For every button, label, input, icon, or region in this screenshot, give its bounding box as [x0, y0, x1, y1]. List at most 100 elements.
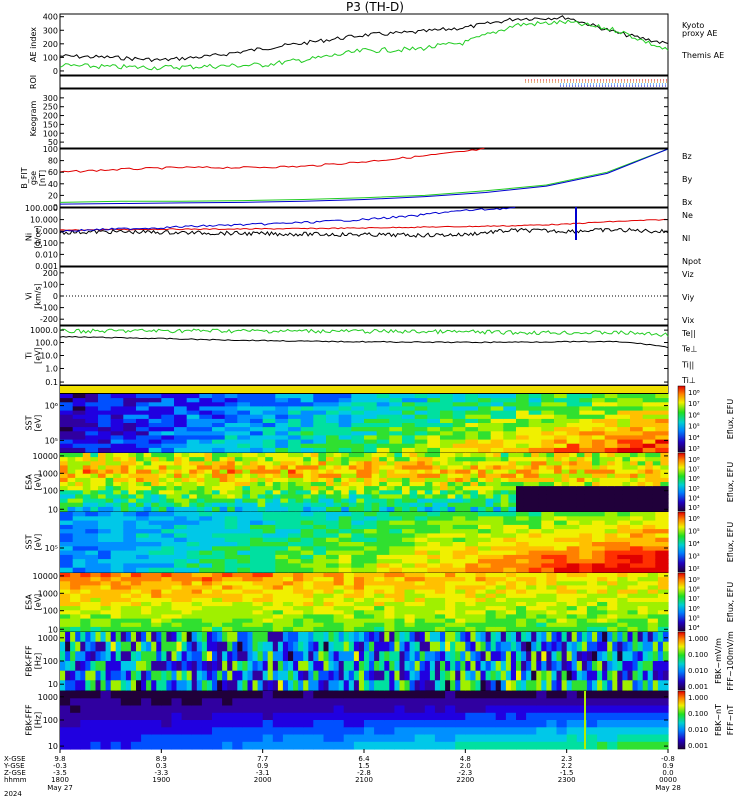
ni-ne-line: [59, 218, 669, 231]
ylabel-fbk2: FBK-FFF [Hz]: [25, 704, 43, 736]
ytick-label-ti: 1000.0: [30, 326, 58, 335]
ytick-label-esa_e: 10000: [33, 572, 58, 581]
ylabel-fbk1: FBK-FFF [Hz]: [25, 645, 43, 677]
ylabel-text: Keogram: [29, 100, 38, 136]
ylabel-text: [nT]: [38, 170, 47, 186]
legend-ae: Themis AE: [681, 51, 724, 60]
colorbar-tick-esa_i: 10⁴: [688, 494, 700, 502]
xaxis-value: -0.8: [661, 755, 675, 763]
xaxis-value: -2.3: [458, 769, 472, 777]
colorbar-tick-sst_e: 10²: [688, 565, 700, 573]
ylabel-text: [Hz]: [34, 653, 43, 669]
colorbar-tick-esa_e: 10⁹: [688, 576, 700, 584]
xaxis-value: 4.8: [460, 755, 471, 763]
ylabel-text: [eV]: [34, 474, 43, 491]
colorbar-sst_e: [677, 511, 686, 573]
xaxis-value: 1.5: [358, 762, 369, 770]
ytick-label-keogram: 250: [43, 103, 58, 112]
colorbar-tick-fbk1: 0.001: [688, 683, 708, 691]
ytick-label-ni: 100.000: [25, 204, 58, 213]
xaxis-year: 2024: [4, 790, 22, 798]
ae-themis-line: [59, 15, 669, 63]
ylabel-ti: Ti [eV]: [25, 347, 43, 364]
ytick-label-ae: 100: [43, 53, 58, 62]
ytick-label-ni: 0.010: [35, 250, 58, 259]
ylabel-text: [eV]: [34, 415, 43, 432]
ytick-label-fbk1: 100: [43, 657, 58, 666]
xaxis-value: 1800: [51, 776, 69, 784]
ylabel-text: B_FIT: [20, 167, 29, 188]
ylabel-text: [eV]: [34, 347, 43, 364]
xaxis-value: -3.5: [53, 769, 67, 777]
colorbar-tick-fbk2: 0.100: [688, 710, 708, 718]
colorbar-tick-sst_e: 10⁵: [688, 528, 700, 536]
ytick-label-vi: 100: [43, 280, 58, 289]
legend-ni: Nl: [682, 234, 690, 243]
legend-ti: Ti||: [681, 360, 694, 369]
ylabel-esa_e: ESA [eV]: [25, 594, 43, 611]
ylabel-text: Vi: [25, 292, 34, 300]
colorbar-tick-esa_e: 10⁷: [688, 595, 700, 603]
panel-frame-keogram: [59, 88, 669, 149]
ytick-label-ae: 300: [43, 26, 58, 35]
ylabel-vi: Vi [km/s]: [25, 283, 43, 309]
xaxis-row-label: Z-GSE: [4, 769, 26, 777]
xaxis-value: 8.9: [156, 755, 167, 763]
ytick-label-bfit: 40: [48, 180, 58, 189]
xaxis-value: 7.7: [257, 755, 268, 763]
ytick-label-ni: 0.001: [35, 262, 58, 271]
colorbar-tick-esa_i: 10⁵: [688, 485, 700, 493]
legend-ni: Npot: [682, 257, 701, 266]
colorbar-label-esa_i: Eflux, EFU: [726, 462, 735, 503]
ytick-label-bfit: 60: [48, 168, 58, 177]
panel-frame-ti: [59, 325, 669, 386]
ytick-label-bfit: 80: [48, 157, 58, 166]
ylabel-text: ROI: [29, 75, 38, 89]
ytick-label-esa_e: 10: [48, 625, 58, 634]
colorbar-tick-esa_i: 10³: [688, 504, 700, 512]
ytick-label-ti: 100.0: [35, 339, 58, 348]
ylabel-text: FBK-FFF: [25, 645, 34, 677]
colorbar-tick-sst_i: 10⁸: [688, 389, 700, 397]
ylabel-text: [Hz]: [34, 712, 43, 728]
colorbar-tick-sst_e: 10³: [688, 553, 700, 561]
ylabel-sst_e: SST [eV]: [25, 534, 43, 551]
colorbar-esa_e: [677, 572, 686, 632]
colorbar-tick-fbk2: 0.010: [688, 726, 708, 734]
ylabel-text: [eV]: [34, 534, 43, 551]
colorbar-label-sst_i: Eflux, EFU: [726, 399, 735, 440]
ylabel-text: SST: [25, 415, 34, 430]
xaxis-row-label: Y-GSE: [3, 762, 25, 770]
xaxis-value: 0.3: [156, 762, 167, 770]
bfit-bx-line: [59, 148, 669, 205]
colorbar-tick-esa_i: 10⁷: [688, 466, 700, 474]
legend-bfit: Bz: [682, 152, 692, 161]
legend-bfit: Bx: [682, 198, 692, 207]
ylabel-bfit: B_FIT gse [nT]: [20, 167, 47, 188]
spectrogram-sst-ion: [60, 394, 669, 453]
ytick-label-ni: 1.000: [35, 227, 58, 236]
xaxis-value: 2000: [254, 776, 272, 784]
ytick-label-fbk1: 10: [48, 680, 58, 689]
ylabel-keogram: Keogram: [29, 100, 38, 136]
colorbar-tick-esa_e: 10⁸: [688, 586, 700, 594]
ylabel-text: [1/cc]: [34, 226, 43, 249]
xaxis-value: -3.1: [256, 769, 270, 777]
colorbar-label-sst_e: Eflux, EFU: [726, 522, 735, 563]
colorbar-label-esa_e: Eflux, EFU: [726, 582, 735, 623]
xaxis-row-label: X-GSE: [4, 755, 26, 763]
ytick-label-ni: 10.000: [30, 216, 58, 225]
colorbar-fbk1: [677, 631, 686, 691]
xaxis-value: 2.3: [561, 755, 572, 763]
ytick-label-ti: 0.1: [45, 378, 58, 387]
ti-par-line: [59, 328, 669, 337]
colorbar-tick-sst_i: 10⁴: [688, 434, 700, 442]
colorbar-tick-fbk1: 0.100: [688, 651, 708, 659]
xaxis-value: 2.0: [460, 762, 471, 770]
xaxis-value: 0.9: [257, 762, 268, 770]
ytick-label-esa_i: 100: [43, 487, 58, 496]
colorbar-tick-fbk1: 1.000: [688, 635, 708, 643]
spectrogram-esa-ion: [60, 453, 669, 512]
ytick-label-bfit: 0: [53, 203, 58, 212]
